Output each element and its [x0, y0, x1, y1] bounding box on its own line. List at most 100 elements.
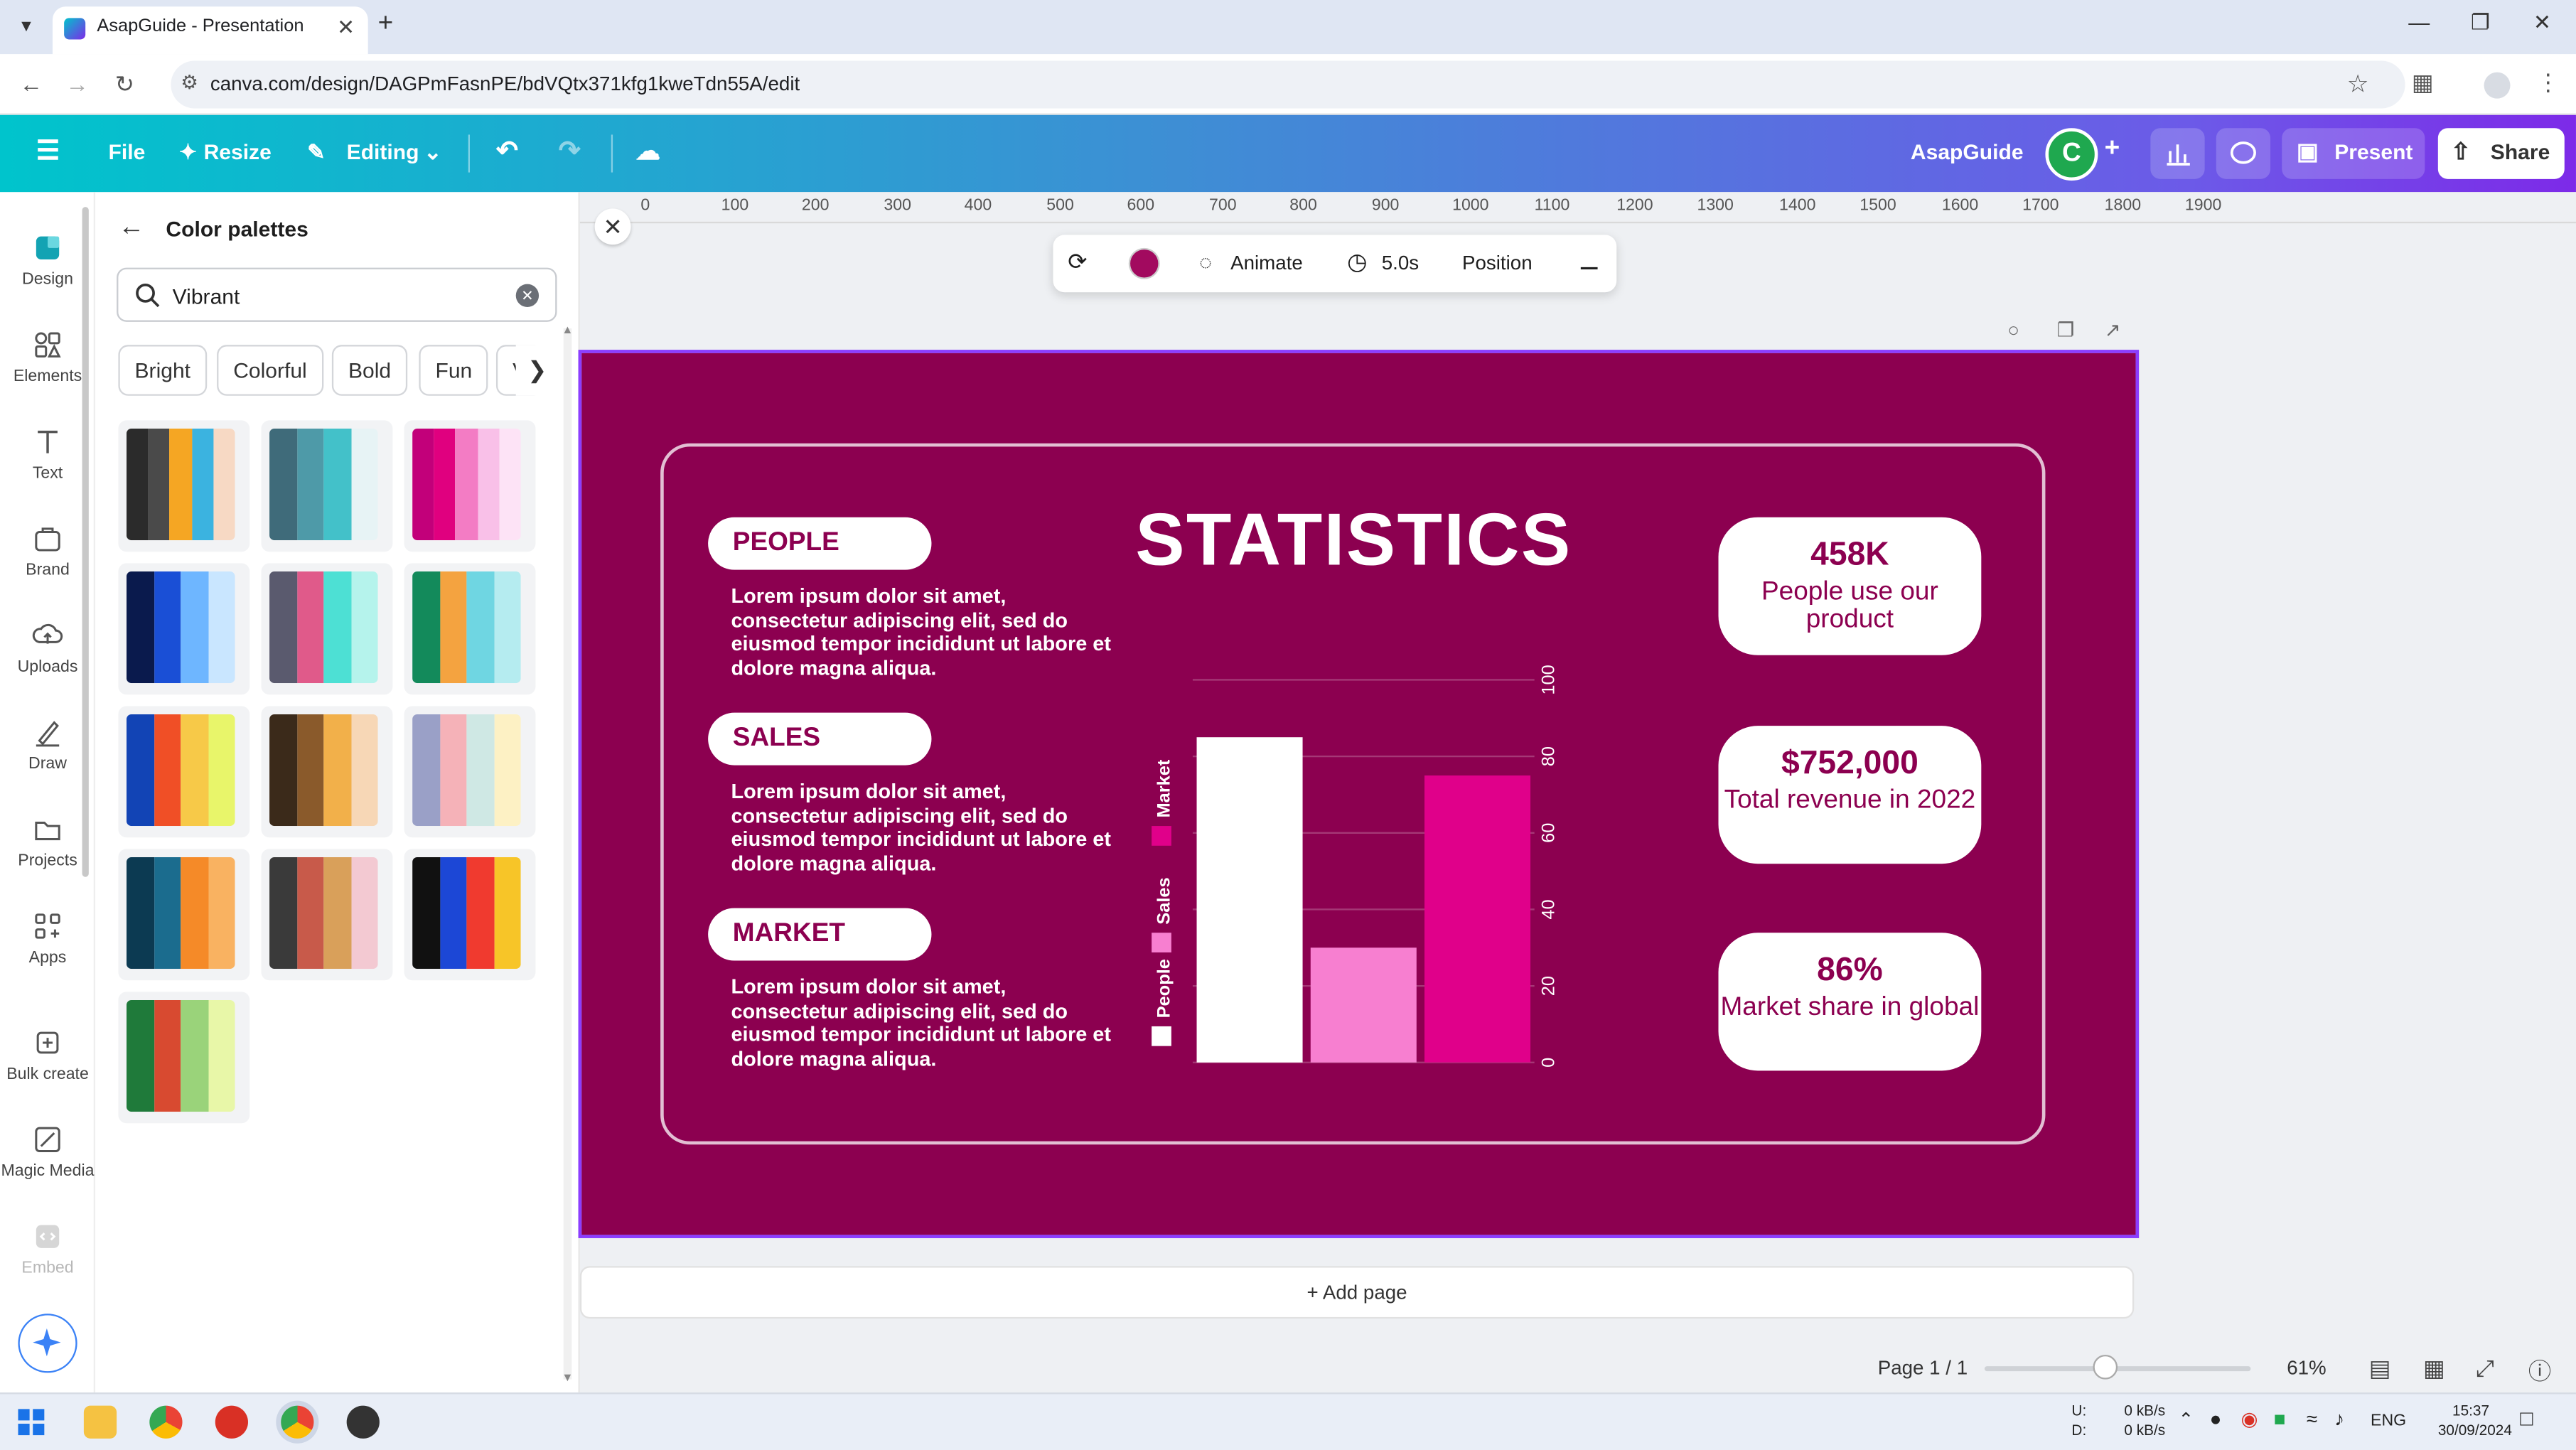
position-button[interactable]: Position	[1461, 251, 1533, 274]
rail-item-bulk-create[interactable]: Bulk create	[0, 1016, 95, 1099]
add-people-icon[interactable]: +	[2104, 134, 2120, 163]
resize-button[interactable]: Resize	[203, 139, 272, 165]
tab-search-icon[interactable]: ▼	[18, 18, 35, 36]
palette-option[interactable]	[261, 849, 393, 981]
tab-close-icon[interactable]: ✕	[337, 14, 355, 40]
duplicate-icon[interactable]: ❐	[2056, 318, 2075, 342]
palette-option[interactable]	[261, 706, 393, 838]
palette-option[interactable]	[261, 563, 393, 695]
paint-roller-icon[interactable]: ⚊	[1579, 247, 1600, 274]
rail-item-magic-media[interactable]: Magic Media	[0, 1113, 95, 1196]
new-tab-icon[interactable]: +	[377, 9, 394, 38]
stat-card-people[interactable]: 458K People use our product	[1718, 517, 1982, 655]
fullscreen-icon[interactable]: ⤢	[2475, 1354, 2494, 1381]
rail-scrollbar[interactable]	[82, 207, 89, 877]
main-menu-icon[interactable]: ☰	[36, 138, 60, 166]
close-ruler-icon[interactable]: ✕	[594, 208, 631, 245]
chevron-down-icon[interactable]: ⌄	[424, 139, 442, 165]
restore-icon[interactable]: ❐	[2471, 9, 2490, 35]
sales-text[interactable]: Lorem ipsum dolor sit amet, consectetur …	[731, 780, 1111, 875]
minimize-icon[interactable]: —	[2408, 9, 2430, 35]
site-info-icon[interactable]: ⚙	[181, 70, 199, 94]
zoom-level[interactable]: 61%	[2287, 1356, 2327, 1380]
windows-start-icon[interactable]	[18, 1409, 45, 1436]
clock[interactable]: 15:37 30/09/2024	[2438, 1401, 2512, 1440]
recorder-icon[interactable]	[215, 1405, 248, 1439]
palette-option[interactable]	[118, 992, 250, 1124]
editing-mode-button[interactable]: Editing	[346, 139, 419, 165]
chevron-right-icon[interactable]: ❯	[515, 345, 559, 396]
browser-menu-icon[interactable]: ⋮	[2536, 69, 2560, 95]
share-button[interactable]: ⇧ Share	[2437, 128, 2565, 179]
app-tray-icon[interactable]: ■	[2273, 1407, 2286, 1431]
notifications-icon[interactable]: □	[2520, 1405, 2533, 1431]
volume-icon[interactable]: ♪	[2334, 1407, 2345, 1431]
file-menu[interactable]: File	[108, 139, 146, 165]
stat-card-market-share[interactable]: 86% Market share in global	[1718, 933, 1982, 1071]
rail-item-apps[interactable]: Apps	[0, 900, 95, 982]
forward-icon[interactable]: →	[65, 70, 89, 97]
window-close-icon[interactable]: ✕	[2533, 9, 2552, 35]
color-swatch[interactable]	[1128, 247, 1160, 279]
cloud-save-icon[interactable]: ☁	[635, 138, 661, 166]
palette-option[interactable]	[118, 849, 250, 981]
palette-option[interactable]	[404, 563, 536, 695]
market-text[interactable]: Lorem ipsum dolor sit amet, consectetur …	[731, 975, 1111, 1070]
rail-item-design[interactable]: Design	[0, 222, 95, 304]
file-explorer-icon[interactable]	[83, 1405, 117, 1439]
panel-scrollbar[interactable]	[563, 328, 572, 1380]
wifi-icon[interactable]: ≈	[2306, 1407, 2318, 1431]
back-arrow-icon[interactable]: ←	[118, 213, 145, 242]
redo-icon[interactable]: ↷	[558, 138, 581, 166]
lock-icon[interactable]: ○	[2007, 318, 2020, 342]
add-page-icon[interactable]: ↗	[2104, 318, 2121, 342]
zoom-slider-handle[interactable]	[2093, 1354, 2118, 1380]
record-tray-icon[interactable]: ◉	[2240, 1407, 2258, 1431]
rail-item-text[interactable]: Text	[0, 416, 95, 498]
scroll-down-icon[interactable]: ▼	[562, 1373, 574, 1385]
slide-title[interactable]: STATISTICS	[1135, 498, 1572, 581]
reload-icon[interactable]: ↻	[114, 70, 134, 97]
insights-button[interactable]	[2150, 128, 2205, 179]
add-page-button[interactable]: + Add page	[579, 1266, 2135, 1319]
url-field[interactable]: ⚙ canva.com/design/DAGPmFasnPE/bdVQtx371…	[171, 60, 2405, 109]
clear-search-icon[interactable]: ✕	[515, 284, 540, 308]
present-button[interactable]: ▣ Present	[2282, 128, 2425, 179]
chrome-active-icon[interactable]	[281, 1405, 314, 1439]
bar-chart[interactable]: 0 20 40 60 80 100 People Sales Market	[1140, 657, 1567, 1068]
palette-option[interactable]	[118, 420, 250, 552]
team-name[interactable]: AsapGuide	[1910, 139, 2024, 165]
extensions-icon[interactable]: ▦	[2411, 69, 2434, 95]
comments-button[interactable]	[2216, 128, 2271, 179]
chip-bright[interactable]: Bright	[118, 345, 208, 396]
palette-option[interactable]	[404, 849, 536, 981]
rail-item-projects[interactable]: Projects	[0, 803, 95, 886]
tray-chevron-icon[interactable]: ⌃	[2178, 1410, 2194, 1431]
user-avatar[interactable]: C	[2045, 128, 2098, 181]
clock-app-icon[interactable]	[346, 1405, 380, 1439]
undo-icon[interactable]: ↶	[495, 138, 518, 166]
notes-view-icon[interactable]: ▤	[2368, 1354, 2391, 1381]
people-text[interactable]: Lorem ipsum dolor sit amet, consectetur …	[731, 584, 1111, 680]
help-icon[interactable]: ⓘ	[2528, 1358, 2552, 1385]
slide-canvas[interactable]: PEOPLE Lorem ipsum dolor sit amet, conse…	[578, 350, 2140, 1238]
palette-option[interactable]	[404, 420, 536, 552]
back-icon[interactable]: ←	[19, 70, 43, 97]
scroll-up-icon[interactable]: ▲	[562, 325, 574, 337]
palette-search-input[interactable]: Vibrant ✕	[117, 267, 557, 322]
chip-fun[interactable]: Fun	[419, 345, 489, 396]
microphone-icon[interactable]: ●	[2209, 1407, 2222, 1431]
chip-bold[interactable]: Bold	[331, 345, 408, 396]
page-indicator[interactable]: Page 1 / 1	[1877, 1356, 1968, 1380]
zoom-slider[interactable]	[1984, 1366, 2251, 1372]
rail-item-embed[interactable]: Embed	[0, 1210, 95, 1293]
rail-item-elements[interactable]: Elements	[0, 318, 95, 401]
browser-tab[interactable]: AsapGuide - Presentation ✕	[52, 6, 368, 55]
palette-option[interactable]	[118, 706, 250, 838]
palette-option[interactable]	[261, 420, 393, 552]
magic-assistant-button[interactable]	[18, 1314, 77, 1373]
animate-button[interactable]: Animate	[1230, 251, 1303, 274]
profile-avatar[interactable]	[2484, 72, 2511, 99]
palette-option[interactable]	[118, 563, 250, 695]
rail-item-brand[interactable]: Brand	[0, 512, 95, 595]
